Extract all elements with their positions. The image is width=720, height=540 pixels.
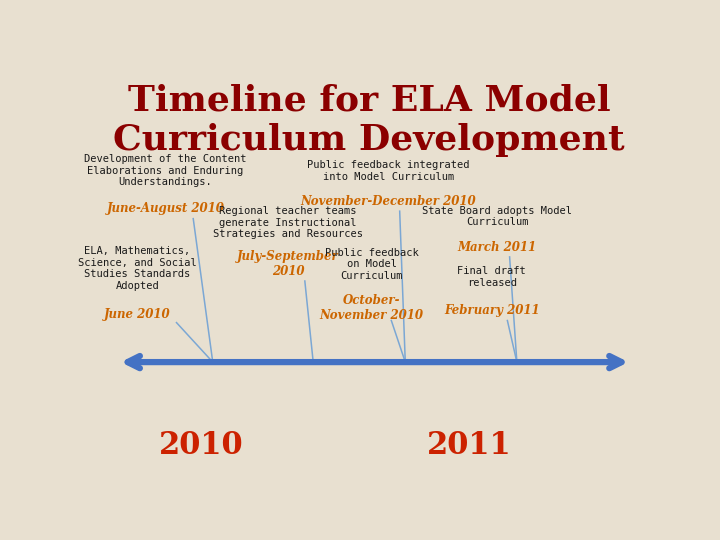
Text: State Board adopts Model
Curriculum: State Board adopts Model Curriculum <box>423 206 572 227</box>
Text: Regional teacher teams
generate Instructional
Strategies and Resources: Regional teacher teams generate Instruct… <box>213 206 363 239</box>
Text: 2011: 2011 <box>427 430 512 461</box>
Text: June 2010: June 2010 <box>104 308 171 321</box>
Text: Public feedback integrated
into Model Curriculum: Public feedback integrated into Model Cu… <box>307 160 469 181</box>
Text: July-September
2010: July-September 2010 <box>237 251 339 279</box>
Text: Public feedback
on Model
Curriculum: Public feedback on Model Curriculum <box>325 248 418 281</box>
Text: November-December 2010: November-December 2010 <box>301 195 477 208</box>
Text: ELA, Mathematics,
Science, and Social
Studies Standards
Adopted: ELA, Mathematics, Science, and Social St… <box>78 246 197 291</box>
Text: Curriculum Development: Curriculum Development <box>113 123 625 157</box>
Text: 2010: 2010 <box>159 430 244 461</box>
Text: Final draft
released: Final draft released <box>457 266 526 288</box>
Text: June-August 2010: June-August 2010 <box>107 202 224 215</box>
Text: October-
November 2010: October- November 2010 <box>320 294 424 322</box>
Text: February 2011: February 2011 <box>444 305 539 318</box>
Text: March 2011: March 2011 <box>458 241 537 254</box>
Text: Development of the Content
Elaborations and Enduring
Understandings.: Development of the Content Elaborations … <box>84 154 246 187</box>
Text: Timeline for ELA Model: Timeline for ELA Model <box>127 83 611 117</box>
